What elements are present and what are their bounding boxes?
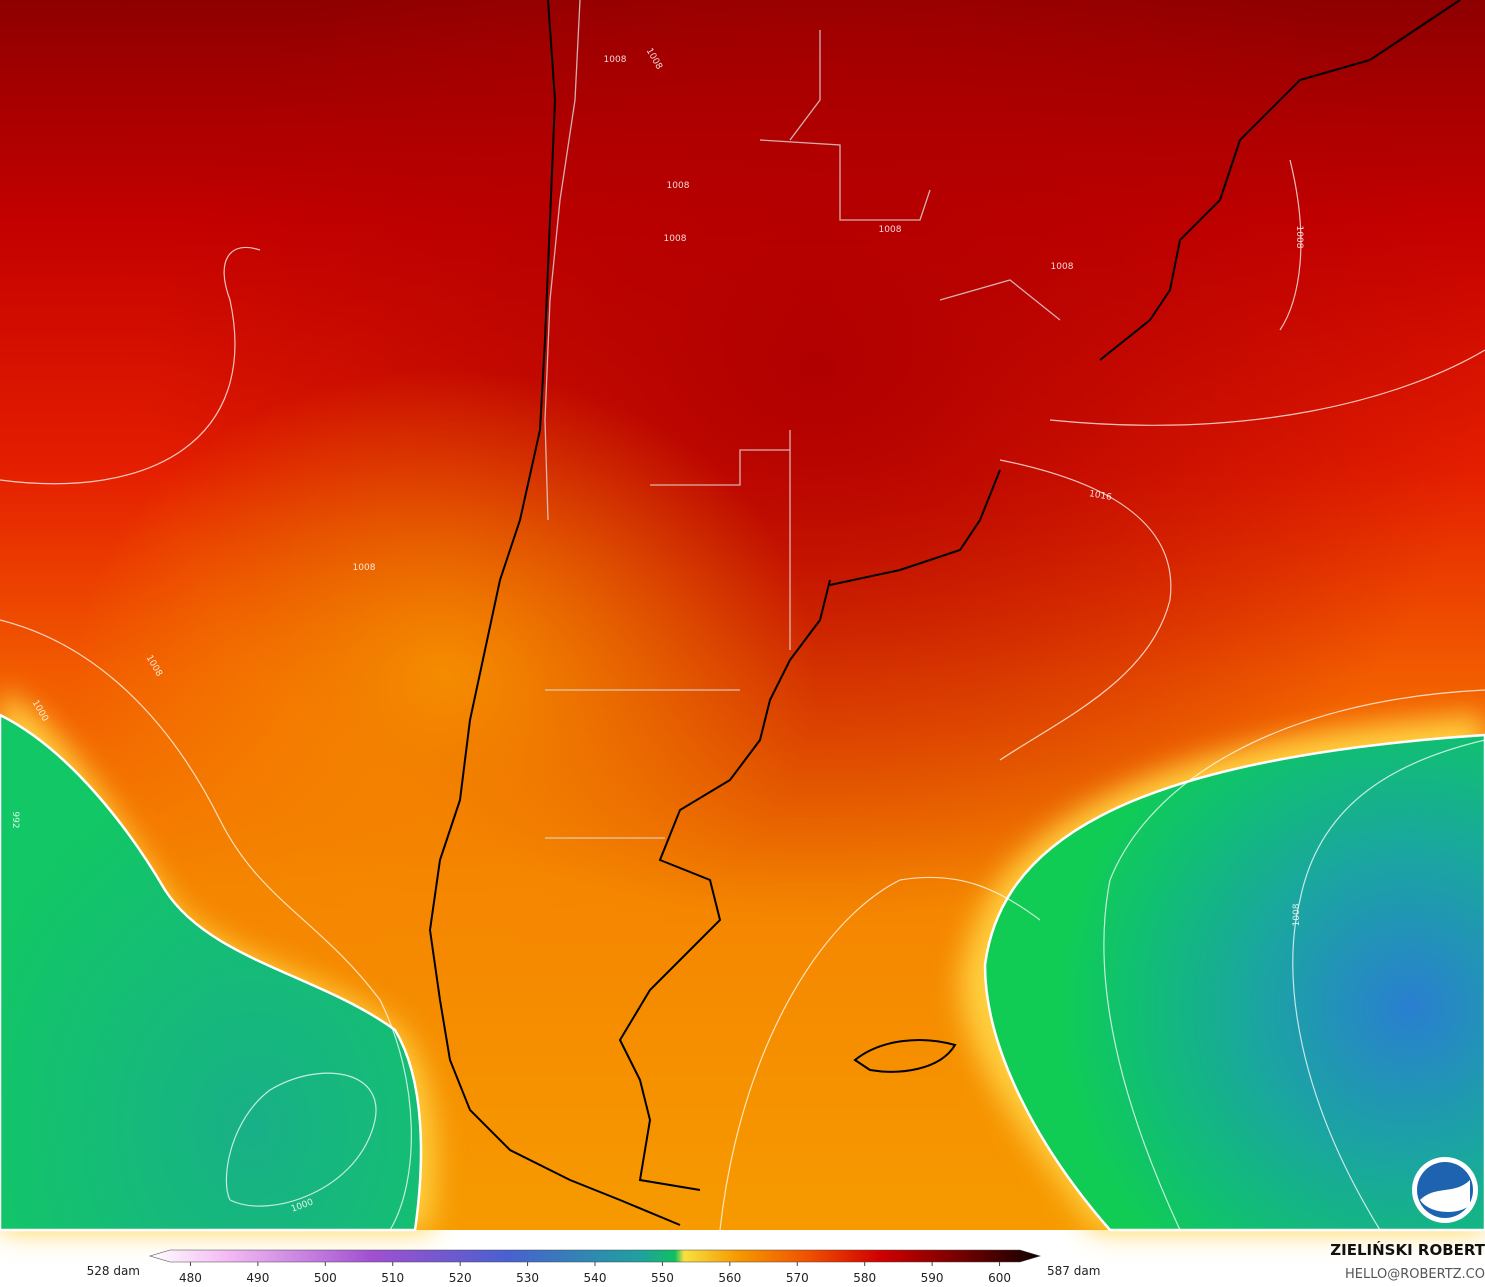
credit-email: HELLO@ROBERTZ.CO — [1345, 1267, 1485, 1282]
colorbar: 480 490 500 510 520 530 540 550 560 570 580 590 600 — [148, 1249, 1042, 1285]
logo — [1412, 1157, 1478, 1223]
isobar — [1292, 739, 1485, 1231]
island — [853, 1039, 957, 1073]
border — [544, 0, 1061, 839]
isobar-label: 1008 — [667, 181, 690, 191]
isobar — [999, 459, 1172, 761]
colorbar-tick-label: 480 — [179, 1271, 202, 1285]
colorbar-tick-label: 580 — [853, 1271, 876, 1285]
colorbar-tick-label: 600 — [988, 1271, 1011, 1285]
colorbar-tick-label: 570 — [786, 1271, 809, 1285]
isobar-label: 1008 — [604, 55, 627, 65]
isobar-label: 992 — [10, 811, 20, 828]
colorbar-tick-label: 530 — [516, 1271, 539, 1285]
isobar-label: 1008 — [664, 234, 687, 244]
isobar-label: 1008 — [1051, 262, 1074, 272]
isobar-label: 1008 — [1294, 226, 1304, 249]
isobar — [225, 1072, 377, 1207]
isobar — [0, 246, 261, 485]
colorbar-max-label: 587 dam — [1047, 1264, 1100, 1278]
isobar-label: 1016 — [1088, 489, 1113, 503]
colorbar-bar — [148, 1249, 1042, 1263]
colorbar-tick-label: 540 — [584, 1271, 607, 1285]
coastline — [428, 0, 1461, 1226]
isobar-label: 1008 — [879, 225, 902, 235]
isobar — [1103, 689, 1485, 1231]
colorbar-tick-label: 490 — [246, 1271, 269, 1285]
map: 1008 100810081008100810081008100810081008… — [0, 0, 1485, 1232]
isobar-label: 1008 — [353, 563, 376, 573]
trough-left — [0, 713, 423, 1232]
colorbar-tick-label: 520 — [449, 1271, 472, 1285]
isobar — [0, 619, 412, 1231]
colorbar-tick-label: 560 — [718, 1271, 741, 1285]
isobar — [1049, 159, 1485, 426]
colorbar-min-label: 528 dam — [87, 1264, 140, 1278]
colorbar-tick-label: 590 — [921, 1271, 944, 1285]
isobar-label: 1008 — [1292, 903, 1302, 926]
colorbar-tick-label: 500 — [314, 1271, 337, 1285]
credit-name: ZIELIŃSKI ROBERT — [1330, 1240, 1485, 1259]
trough-right — [983, 733, 1485, 1232]
colorbar-tick-label: 550 — [651, 1271, 674, 1285]
isobar — [719, 876, 1041, 1231]
colorbar-tick-label: 510 — [381, 1271, 404, 1285]
